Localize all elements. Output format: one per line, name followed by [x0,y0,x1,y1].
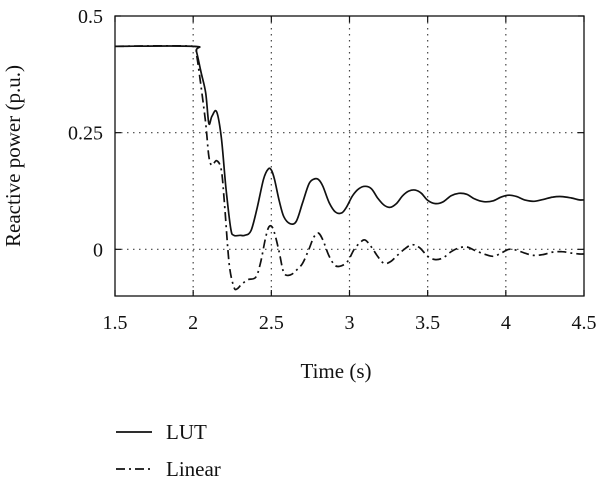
series-line-linear [114,44,585,291]
tick-labels: 1.5 2 2.5 3 3.5 4 4.5 0 0.25 0.5 [68,6,597,334]
legend: LUT Linear [116,420,221,481]
x-tick-label: 4 [501,312,511,334]
x-tick-label: 2 [188,312,198,334]
x-tick-label: 4.5 [572,312,597,334]
x-tick-label: 1.5 [103,312,128,334]
x-tick-label: 2.5 [259,312,284,334]
y-tick-label: 0 [93,239,103,261]
x-axis-title: Time (s) [301,359,372,383]
legend-item-linear: Linear [116,457,221,481]
grid-lines [115,16,584,296]
legend-label-linear: Linear [166,457,221,481]
legend-item-lut: LUT [116,420,207,444]
y-tick-label: 0.5 [78,6,103,28]
series-layer [114,44,585,291]
y-tick-label: 0.25 [68,123,103,145]
x-tick-label: 3 [345,312,355,334]
axis-ticks [114,15,585,296]
legend-label-lut: LUT [166,420,207,444]
series-line-lut [114,45,585,237]
y-axis-title: Reactive power (p.u.) [1,65,25,247]
x-tick-label: 3.5 [415,312,440,334]
